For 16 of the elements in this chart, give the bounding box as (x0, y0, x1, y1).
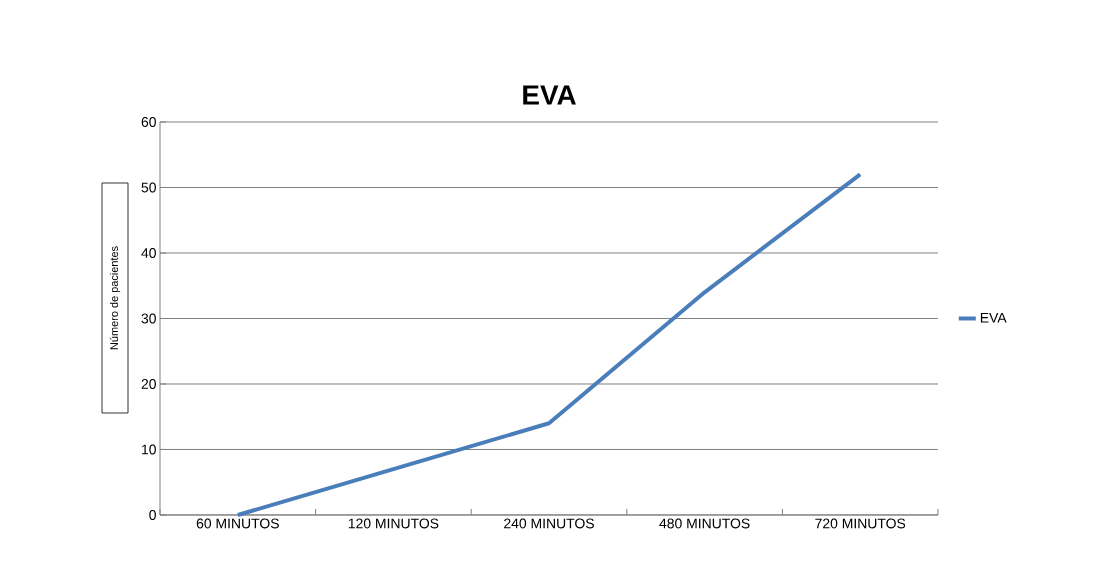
x-tick-label: 720 MINUTOS (815, 518, 906, 529)
chart-title: EVA (523, 85, 576, 105)
y-tick-label: 50 (141, 182, 156, 193)
y-tick-label: 20 (141, 379, 156, 389)
y-tick-label: 10 (142, 444, 156, 455)
y-tick-label: 40 (141, 248, 156, 258)
x-tick-label: 60 MINUTOS (196, 518, 279, 529)
x-tick-label: 480 MINUTOS (659, 518, 750, 529)
y-axis-title: Número de pacientes (109, 246, 121, 350)
x-tick-label: 120 MINUTOS (348, 518, 439, 529)
line-series (235, 172, 863, 517)
legend-label: EVA (980, 312, 1007, 323)
y-tick-label: 30 (141, 313, 156, 324)
x-tick-label: 240 MINUTOS (504, 518, 594, 529)
y-tick-label: 0 (149, 510, 156, 520)
y-tick-label: 60 (141, 117, 156, 127)
